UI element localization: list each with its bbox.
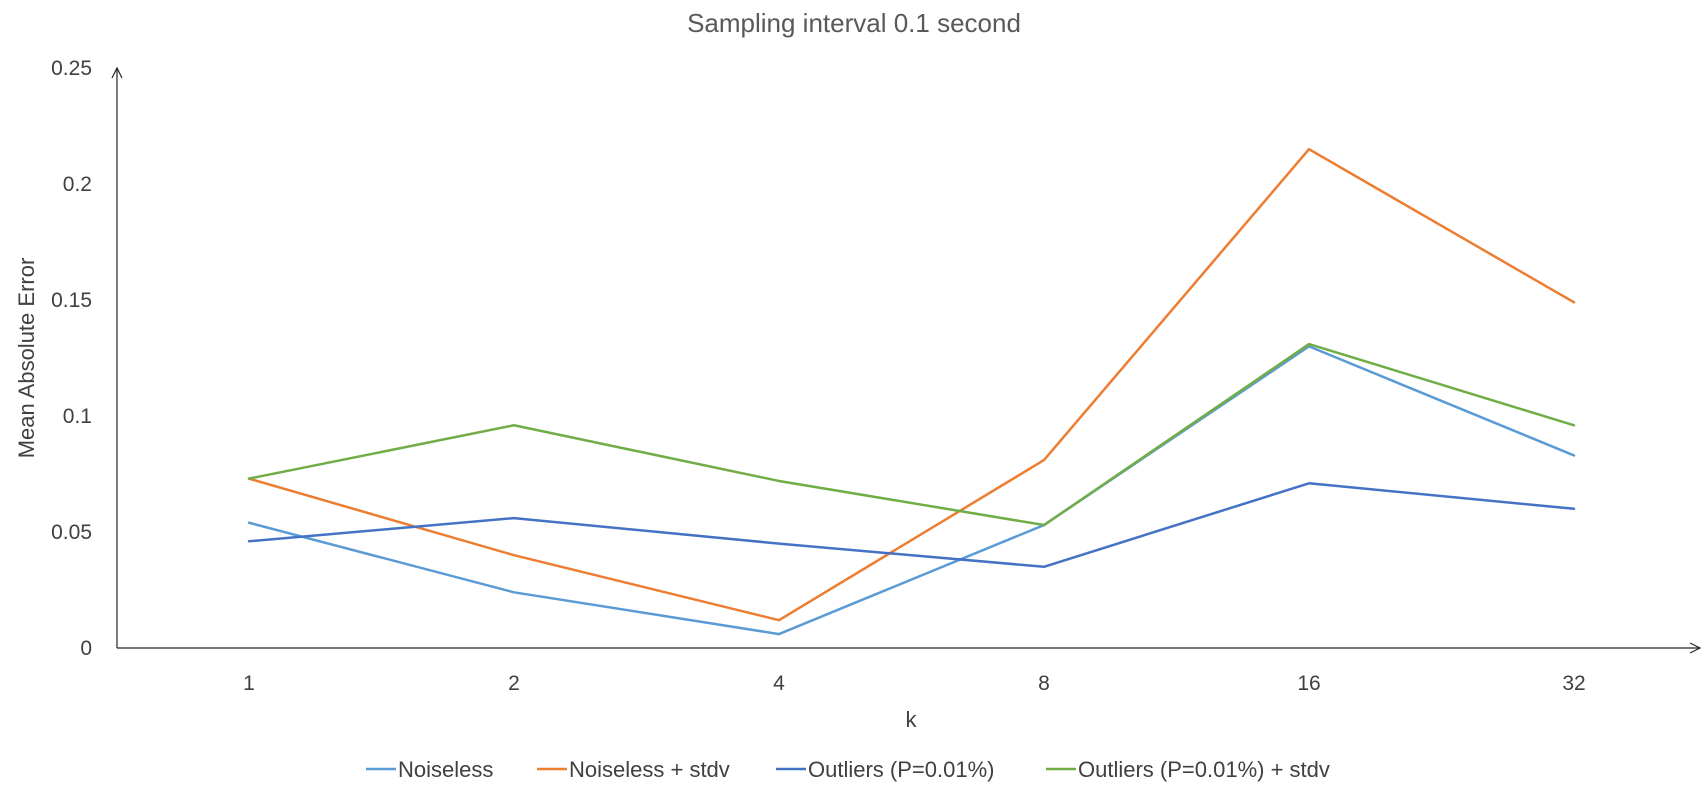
y-axis-arrow	[111, 66, 123, 79]
y-tick-label: 0.15	[51, 289, 92, 312]
y-tick-labels: 0 0.05 0.1 0.15 0.2 0.25	[51, 57, 92, 660]
y-tick-label: 0.05	[51, 521, 92, 544]
x-tick-label: 8	[1038, 672, 1050, 695]
series-line-3	[247, 482, 1576, 569]
y-tick-label: 0.1	[63, 405, 92, 428]
x-tick-label: 32	[1562, 672, 1585, 695]
axes	[111, 66, 1702, 654]
y-tick-label: 0.2	[63, 173, 92, 196]
legend: Noiseless Noiseless + stdv Outliers (P=0.0…	[366, 757, 1330, 782]
legend-label-4: Outliers (P=0.01%) + stdv	[1078, 757, 1330, 782]
x-tick-label: 2	[508, 672, 520, 695]
y-tick-label: 0.25	[51, 57, 92, 80]
series-line-2	[247, 147, 1576, 622]
y-axis-label: Mean Absolute Error	[14, 258, 39, 459]
x-tick-label: 4	[773, 672, 785, 695]
x-axis-arrow	[1689, 642, 1702, 654]
legend-label-1: Noiseless	[398, 757, 493, 782]
x-tick-label: 16	[1297, 672, 1320, 695]
chart-title: Sampling interval 0.1 second	[687, 8, 1021, 38]
series-line-4	[247, 342, 1576, 527]
legend-label-2: Noiseless + stdv	[569, 757, 730, 782]
series-lines	[247, 147, 1576, 636]
x-tick-labels: 1 2 4 8 16 32	[243, 672, 1586, 695]
x-tick-label: 1	[243, 672, 255, 695]
legend-label-3: Outliers (P=0.01%)	[808, 757, 994, 782]
x-axis-label: k	[906, 707, 918, 732]
series-line-1	[247, 345, 1576, 636]
y-tick-label: 0	[80, 637, 92, 660]
